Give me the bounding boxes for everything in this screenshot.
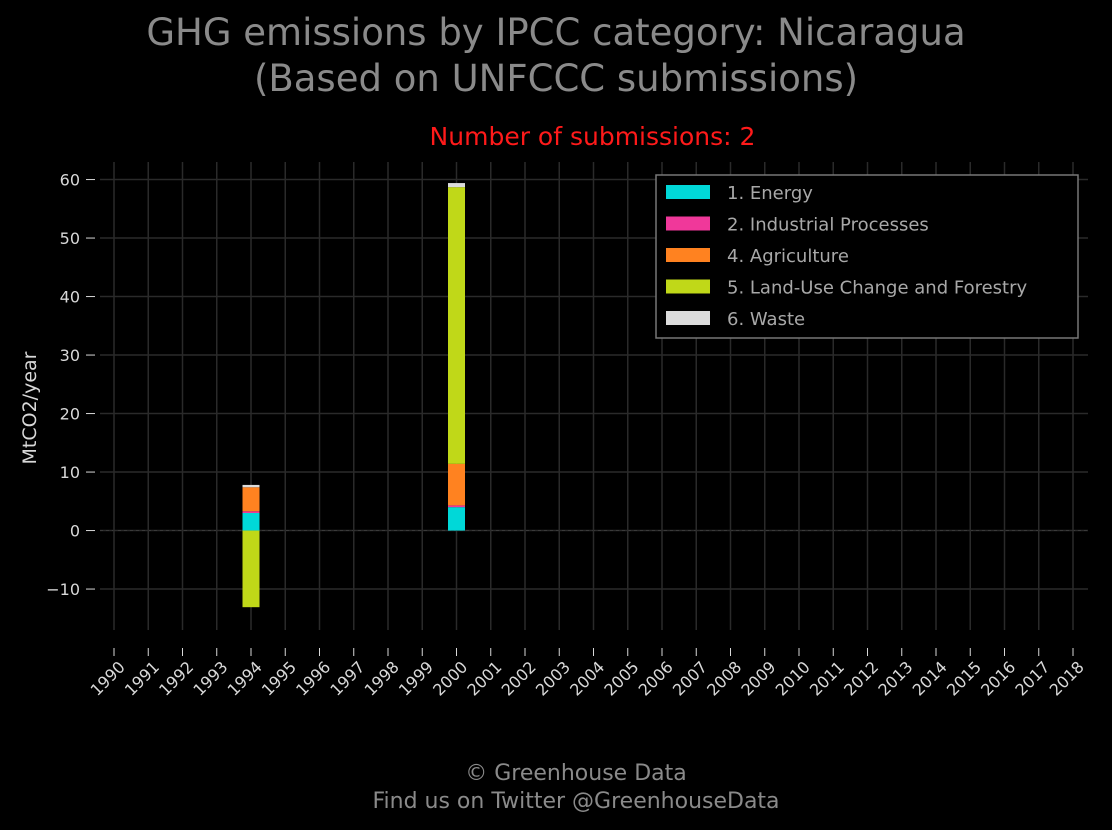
x-tick-label: 1996	[292, 657, 334, 699]
y-axis: −10 0 10 20 30 40 50 60	[46, 171, 95, 599]
x-tick-label: 2003	[532, 657, 574, 699]
bar-segment	[242, 513, 260, 531]
x-tick-label: 2008	[703, 657, 745, 699]
y-axis-label: MtCO2/year	[19, 351, 41, 464]
x-tick-label: 2000	[429, 657, 471, 699]
chart-title: GHG emissions by IPCC category: Nicaragu…	[146, 11, 966, 54]
legend-label: 4. Agriculture	[727, 246, 849, 267]
legend-label: 1. Energy	[727, 183, 813, 204]
x-tick-label: 1999	[395, 657, 437, 699]
legend-swatch	[666, 311, 710, 325]
x-tick-label: 2007	[669, 657, 711, 699]
x-tick-label: 2013	[874, 657, 916, 699]
footer-credit: © Greenhouse Data	[465, 761, 687, 786]
y-tick-label: 60	[60, 171, 80, 190]
legend-swatch	[666, 216, 710, 231]
x-tick-label: 2001	[463, 657, 505, 699]
x-tick-label: 2010	[772, 657, 814, 699]
bar-segment	[242, 484, 260, 488]
y-tick-label: 20	[60, 405, 80, 424]
x-tick-label: 2016	[977, 657, 1019, 699]
bars	[242, 183, 465, 608]
x-tick-label: 1993	[189, 657, 231, 699]
x-tick-label: 2004	[566, 657, 608, 699]
y-tick-label: 50	[60, 229, 80, 248]
bar-segment	[448, 507, 465, 531]
x-tick-label: 2015	[943, 657, 985, 699]
footer-twitter: Find us on Twitter @GreenhouseData	[372, 789, 780, 814]
chart-subtitle: Number of submissions: 2	[429, 122, 756, 151]
legend-label: 2. Industrial Processes	[727, 215, 929, 236]
bar-segment	[448, 463, 465, 506]
x-tick-label: 2006	[635, 657, 677, 699]
x-tick-label: 2011	[806, 657, 848, 699]
x-axis: 1990199119921993199419951996199719981999…	[87, 648, 1088, 700]
x-tick-label: 2017	[1011, 657, 1053, 699]
x-tick-label: 1994	[224, 657, 266, 699]
x-tick-label: 2012	[840, 657, 882, 699]
y-tick-label: 0	[70, 522, 80, 541]
x-tick-label: 2009	[737, 657, 779, 699]
bar-segment	[448, 187, 465, 464]
y-tick-label: 30	[60, 346, 80, 365]
x-tick-label: 1991	[121, 657, 163, 699]
legend-label: 6. Waste	[727, 309, 805, 330]
x-tick-label: 1992	[155, 657, 197, 699]
x-tick-label: 2005	[600, 657, 642, 699]
bar-segment	[242, 511, 260, 513]
x-tick-label: 1995	[258, 657, 300, 699]
bar-segment	[448, 505, 465, 508]
x-tick-label: 2018	[1046, 657, 1088, 699]
legend-swatch	[666, 248, 710, 262]
x-tick-label: 2014	[909, 657, 951, 699]
y-tick-label: 10	[60, 463, 80, 482]
bar-segment	[448, 183, 465, 188]
bar-segment	[242, 487, 260, 512]
legend-swatch	[666, 185, 710, 199]
x-tick-label: 1997	[326, 657, 368, 699]
x-tick-label: 1990	[87, 657, 129, 699]
x-tick-label: 2002	[498, 657, 540, 699]
legend-label: 5. Land-Use Change and Forestry	[727, 278, 1027, 299]
x-tick-label: 1998	[361, 657, 403, 699]
y-tick-label: −10	[46, 580, 80, 599]
legend-swatch	[666, 279, 710, 294]
footer: © Greenhouse Data Find us on Twitter @Gr…	[0, 760, 1112, 816]
bar-segment	[242, 530, 260, 608]
y-tick-label: 40	[60, 288, 80, 307]
legend-box	[655, 174, 1079, 339]
legend: 1. Energy 2. Industrial Processes 4. Agric…	[655, 174, 1079, 339]
chart-title-line2: (Based on UNFCCC submissions)	[253, 57, 859, 100]
